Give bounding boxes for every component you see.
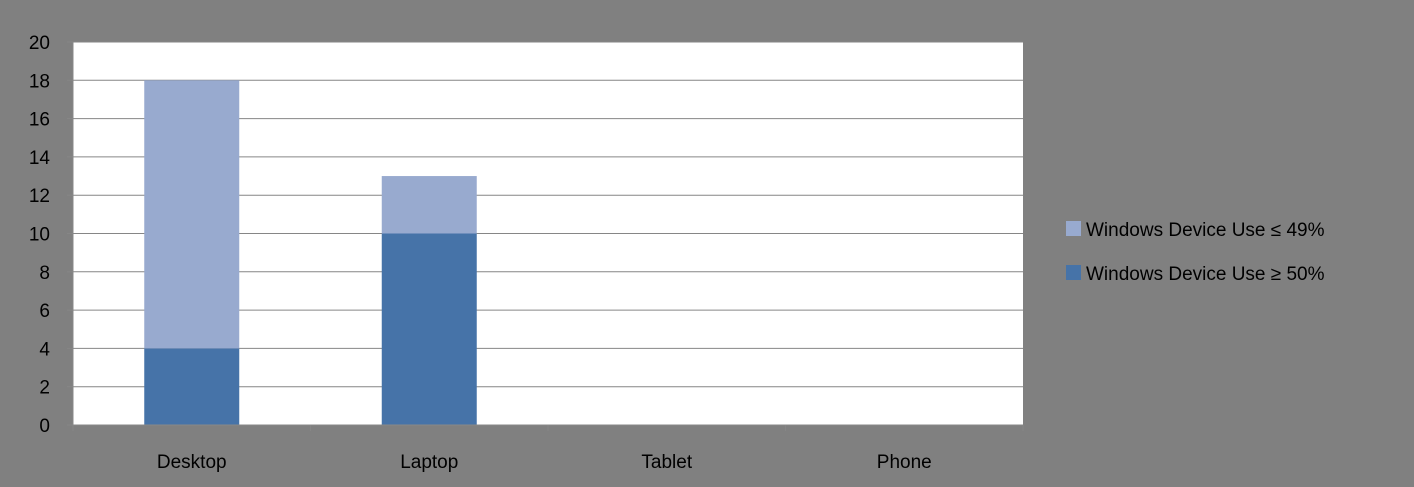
y-tick-label: 16 — [29, 110, 50, 131]
y-tick-label: 10 — [29, 225, 50, 246]
y-tick-label: 20 — [29, 33, 50, 54]
y-tick-label: 6 — [39, 301, 50, 322]
y-tick-label: 12 — [29, 186, 50, 207]
bars — [144, 80, 477, 425]
legend-label: Windows Device Use ≥ 50% — [1086, 264, 1325, 285]
y-axis-ticks: 0 2 4 6 8 10 12 14 16 18 20 — [29, 33, 51, 437]
y-tick-label: 8 — [39, 263, 50, 284]
legend-swatch — [1066, 221, 1081, 236]
bar-laptop-series-1 — [381, 176, 477, 234]
legend-label: Windows Device Use ≤ 49% — [1086, 220, 1325, 241]
bar-desktop-series-0 — [144, 348, 240, 425]
y-tick-label: 4 — [39, 339, 50, 360]
x-tick-label: Laptop — [400, 452, 458, 473]
legend-swatch — [1066, 265, 1081, 280]
y-tick-label: 0 — [39, 416, 50, 437]
x-tick-label: Phone — [877, 452, 932, 473]
y-tick-label: 14 — [29, 148, 51, 169]
legend: Windows Device Use ≤ 49% Windows Device U… — [1066, 220, 1325, 285]
x-axis-ticks: Desktop Laptop Tablet Phone — [157, 452, 932, 473]
y-tick-label: 2 — [39, 378, 50, 399]
bar-laptop-series-0 — [381, 233, 477, 425]
x-tick-label: Desktop — [157, 452, 227, 473]
x-tick-label: Tablet — [641, 452, 692, 473]
bar-desktop-series-1 — [144, 80, 240, 349]
y-tick-label: 18 — [29, 71, 50, 92]
